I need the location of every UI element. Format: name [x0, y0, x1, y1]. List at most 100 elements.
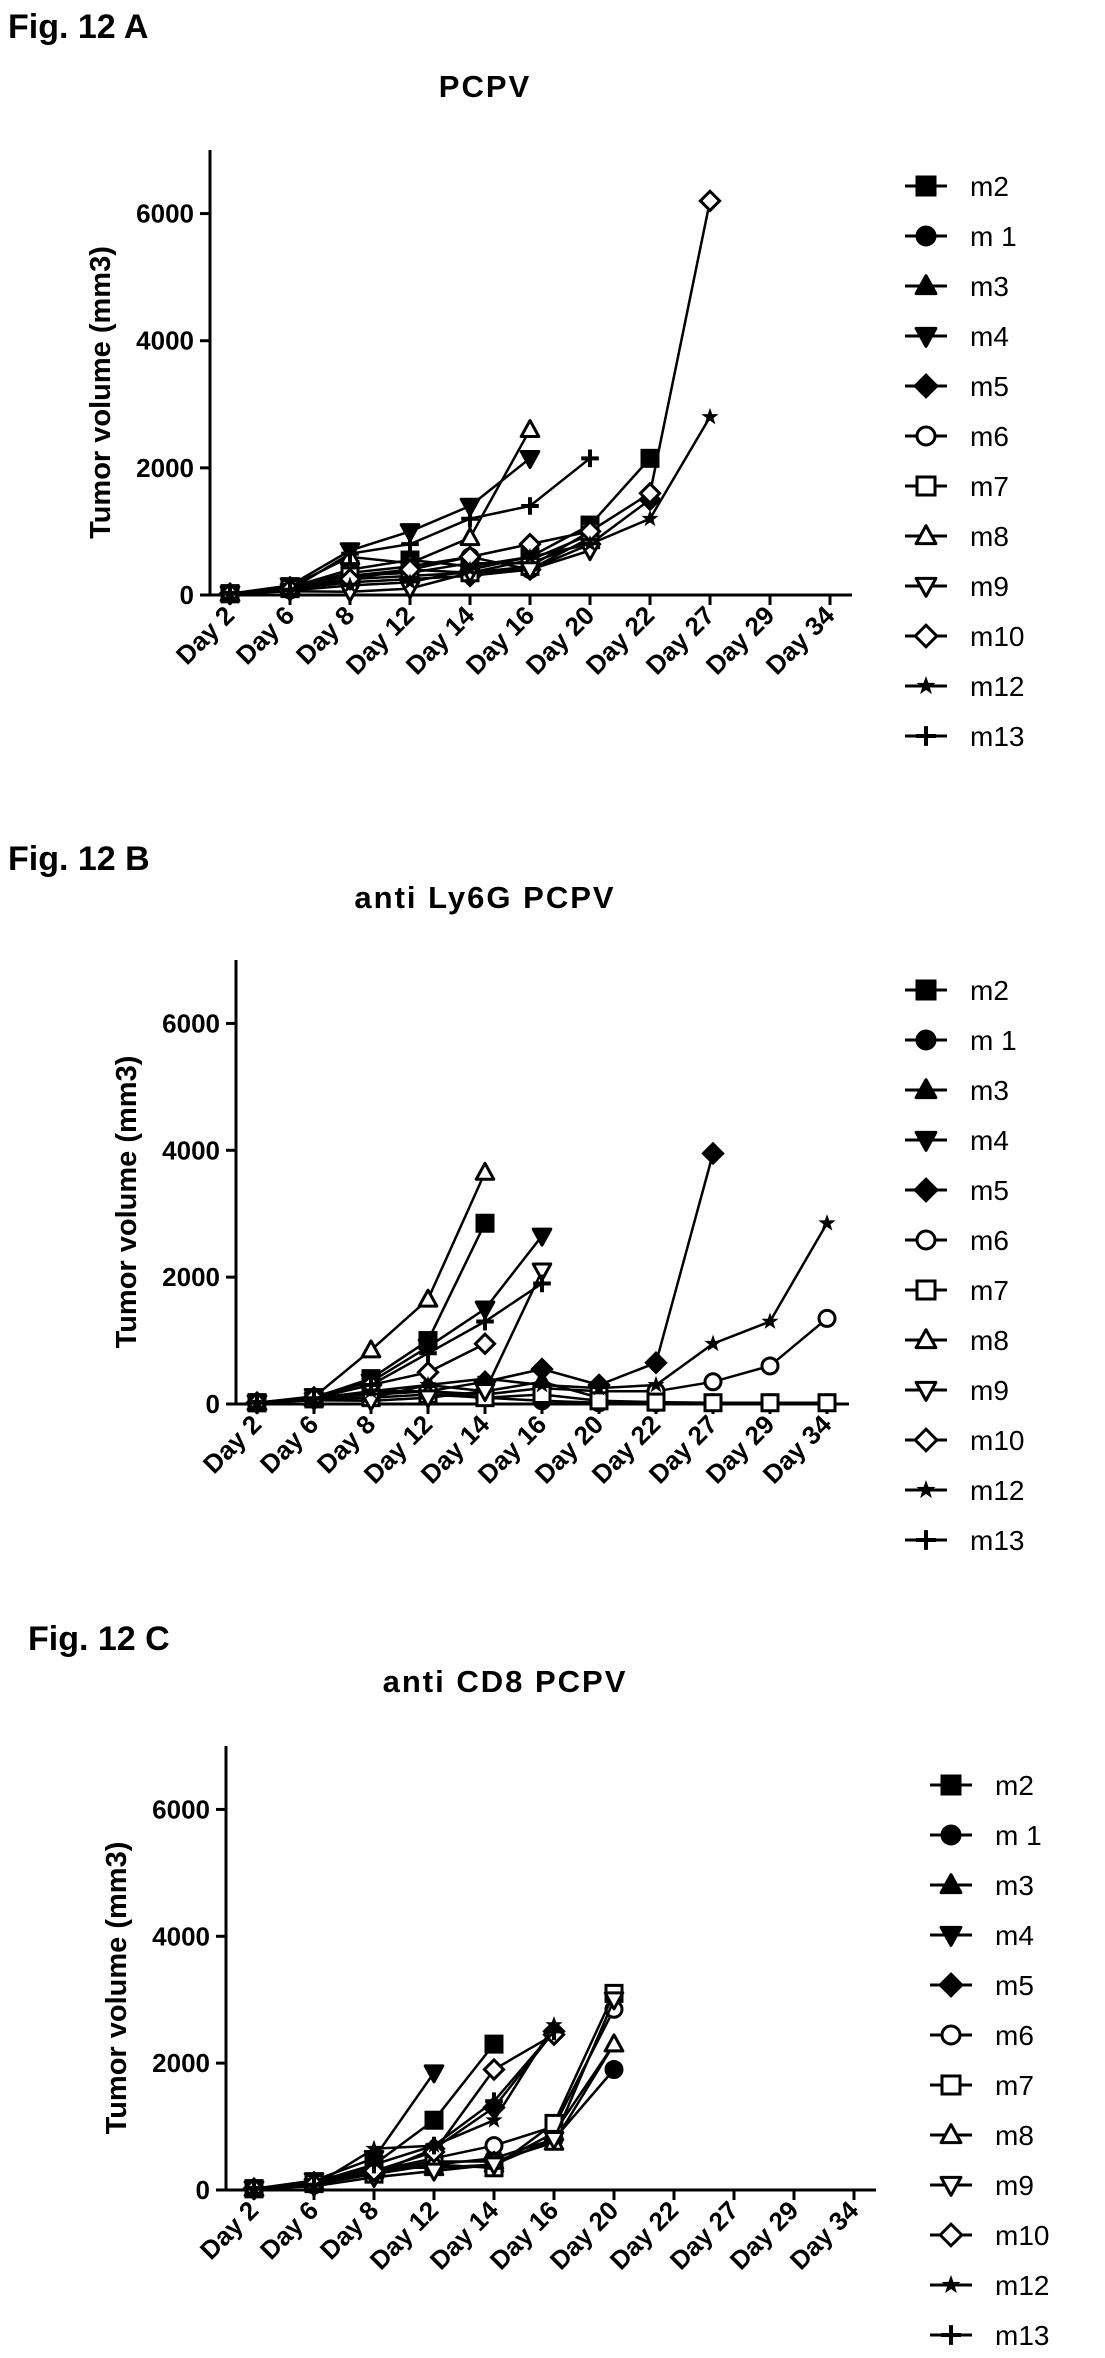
data-point	[281, 581, 299, 599]
data-point	[603, 2033, 625, 2053]
legend-marker	[915, 979, 937, 1001]
data-point	[424, 2110, 444, 2130]
legend: m2 m 1 m3 m4 m5 m6 m7 m8 m9 m10 m12 m13	[905, 171, 1024, 752]
legend-label: m13	[970, 721, 1024, 752]
chart-title: anti Ly6G PCPV	[354, 880, 615, 915]
series-m5	[242, 2019, 566, 2201]
data-point	[701, 407, 719, 425]
data-point	[644, 1351, 668, 1375]
data-point	[531, 1227, 553, 1247]
series-m4	[246, 1227, 553, 1414]
legend-marker	[914, 1328, 938, 1350]
data-point	[419, 1375, 437, 1393]
data-point	[530, 1357, 554, 1381]
y-tick-label: 6000	[152, 1794, 210, 1824]
legend-label: m4	[970, 1125, 1009, 1156]
data-point	[638, 481, 662, 506]
legend-marker	[915, 1029, 937, 1051]
chart-fig-12a: Fig. 12 A PCPV Tumor volume (mm3) 0 2000 4000…	[8, 8, 1024, 752]
legend-marker	[939, 2123, 963, 2145]
data-point	[475, 1213, 495, 1233]
series-line	[253, 2071, 436, 2190]
legend-label: m9	[970, 571, 1009, 602]
legend-label: m7	[970, 1275, 1009, 1306]
data-point	[581, 534, 599, 552]
data-point	[519, 561, 541, 581]
data-point	[417, 1389, 439, 1409]
data-point	[817, 1308, 837, 1328]
data-point	[221, 584, 239, 603]
legend-label: m5	[970, 1175, 1009, 1206]
x-tick-label: Day 34	[760, 600, 841, 681]
legend-marker	[914, 326, 938, 348]
y-tick-label: 2000	[136, 453, 194, 483]
legend-marker	[916, 675, 936, 695]
data-point	[476, 1369, 494, 1387]
data-point	[401, 535, 419, 553]
legend-label: m8	[995, 2120, 1034, 2151]
legend-label: m 1	[970, 1025, 1017, 1056]
data-point	[545, 2022, 563, 2041]
data-point	[533, 1274, 551, 1293]
y-tick-label: 0	[180, 580, 194, 610]
data-point	[461, 509, 479, 528]
data-point	[760, 1356, 780, 1376]
x-tick-label: Day 34	[784, 2195, 865, 2276]
series-m13	[245, 2022, 563, 2198]
legend-marker	[939, 1873, 963, 1895]
series-m9	[246, 1262, 553, 1414]
legend-label: m5	[995, 1970, 1034, 2001]
legend-label: m9	[970, 1375, 1009, 1406]
legend-label: m10	[970, 1425, 1024, 1456]
x-tick-label: Day 2	[170, 600, 240, 670]
data-point	[473, 1332, 497, 1356]
legend-marker	[915, 425, 937, 447]
data-point	[543, 2130, 565, 2150]
legend-label: m2	[970, 171, 1009, 202]
legend-label: m4	[970, 321, 1009, 352]
data-point	[581, 449, 599, 468]
legend-marker	[914, 1380, 938, 1402]
data-point	[701, 1141, 725, 1166]
legend-label: m10	[995, 2220, 1049, 2251]
data-point	[761, 1312, 779, 1329]
y-tick-label: 0	[196, 2175, 210, 2205]
legend-label: m13	[970, 1525, 1024, 1556]
legend-label: m10	[970, 621, 1024, 652]
legend-marker	[913, 373, 939, 399]
x-tick-label: Day 6	[230, 600, 300, 670]
data-point	[474, 1300, 496, 1320]
series-m13	[248, 1274, 551, 1412]
legend-marker	[913, 1177, 939, 1203]
data-point	[521, 547, 539, 565]
data-point	[341, 544, 359, 563]
legend-marker	[915, 1279, 937, 1301]
legend-marker	[939, 1925, 963, 1947]
series-line	[253, 2030, 555, 2190]
data-point	[647, 1375, 665, 1393]
x-tick-label: Day 6	[254, 2195, 324, 2265]
data-point	[459, 527, 481, 547]
legend-label: m 1	[970, 221, 1017, 252]
data-point	[245, 2179, 263, 2198]
data-point	[360, 1339, 382, 1359]
data-point	[474, 1383, 496, 1403]
y-tick-label: 2000	[152, 2048, 210, 2078]
legend-marker	[915, 1229, 937, 1251]
legend-marker	[914, 576, 938, 598]
data-point	[417, 1288, 439, 1308]
y-axis-label: Tumor volume (mm3)	[101, 1842, 133, 2135]
legend-marker	[914, 274, 938, 296]
legend-label: m 1	[995, 1820, 1042, 1851]
data-point	[703, 1393, 723, 1413]
data-point	[399, 523, 421, 543]
legend-marker	[941, 2325, 961, 2345]
data-point	[603, 1991, 625, 2011]
legend-label: m12	[970, 1475, 1024, 1506]
series-line	[256, 1171, 487, 1404]
legend-marker	[940, 1774, 962, 1796]
series-m10	[242, 2022, 566, 2201]
data-point	[483, 2156, 505, 2176]
data-point	[531, 1262, 553, 1282]
